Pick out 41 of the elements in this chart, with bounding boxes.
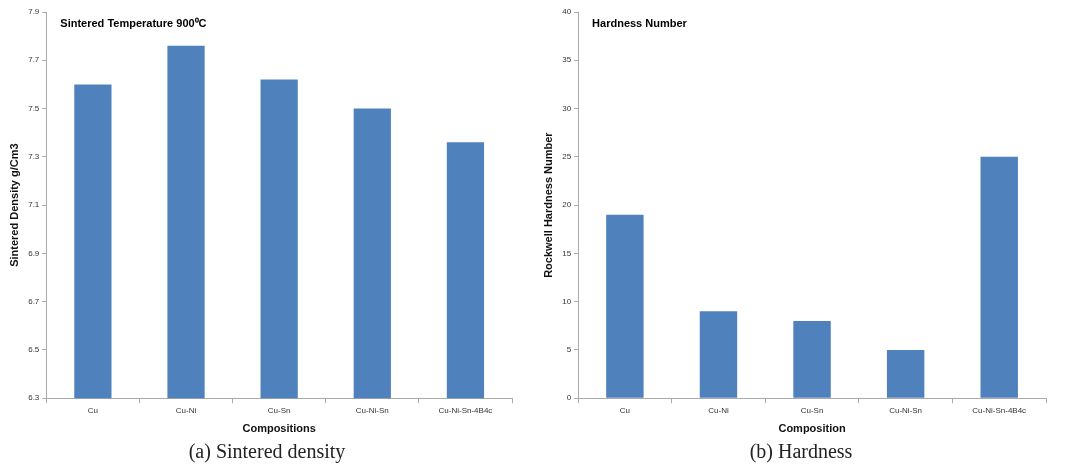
bar: [699, 311, 738, 398]
y-tick-label: 30: [562, 103, 572, 113]
chart-title: Sintered Temperature 900⁰C: [60, 17, 207, 30]
y-tick-label: 6.5: [28, 345, 40, 355]
y-tick-label: 6.7: [28, 296, 40, 306]
x-axis-title: Compositions: [242, 422, 316, 435]
y-tick-label: 0: [566, 393, 572, 403]
bar: [606, 214, 644, 398]
bar: [886, 349, 925, 398]
y-tick-label: 7.5: [28, 103, 40, 113]
x-tick-label: Cu-Ni: [175, 406, 197, 416]
x-tick-label: Cu: [619, 406, 631, 416]
text: (a) Sintered density: [187, 440, 347, 463]
x-axis-title: Composition: [778, 422, 846, 435]
y-tick-label: 20: [562, 200, 572, 210]
y-tick-label: 10: [562, 296, 572, 306]
y-tick-label: 15: [562, 248, 572, 258]
text: (b) Hardness: [748, 440, 854, 463]
y-tick-label: 7.9: [28, 7, 40, 17]
y-tick-label: 25: [562, 152, 572, 162]
y-axis-title: Rockwell Hardness Number: [541, 131, 554, 278]
bar: [793, 320, 831, 398]
y-tick-label: 7.1: [28, 200, 40, 210]
y-tick-label: 6.9: [28, 248, 40, 258]
y-tick-label: 6.3: [28, 393, 40, 403]
y-tick-label: 7.7: [28, 55, 40, 65]
y-tick-label: 7.3: [28, 152, 40, 162]
y-tick-label: 35: [562, 55, 572, 65]
bar: [980, 156, 1018, 398]
x-tick-label: Cu-Ni-Sn-4B4c: [972, 406, 1027, 416]
x-tick-label: Cu-Ni-Sn: [355, 406, 389, 416]
y-tick-label: 5: [566, 345, 572, 355]
x-tick-label: Cu: [87, 406, 99, 416]
x-tick-label: Cu-Ni-Sn: [889, 406, 923, 416]
chart-title: Hardness Number: [592, 17, 688, 30]
x-tick-label: Cu-Sn: [800, 406, 824, 416]
y-tick-label: 40: [562, 7, 572, 17]
x-tick-label: Cu-Sn: [267, 406, 291, 416]
y-axis-title: Sintered Density g/Cm3: [7, 143, 20, 267]
x-tick-label: Cu-Ni-Sn-4B4c: [438, 406, 493, 416]
x-tick-label: Cu-Ni: [708, 406, 729, 416]
